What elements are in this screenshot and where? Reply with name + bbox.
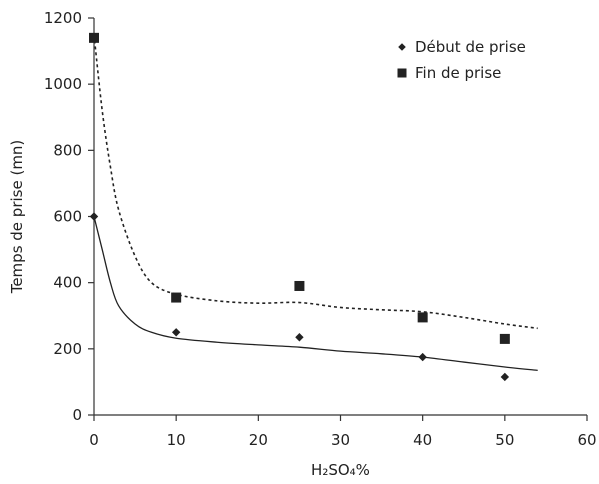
- fin-de-prise-point: [499, 333, 510, 344]
- debut-de-prise-point: [418, 352, 427, 362]
- x-axis-title: H₂SO₄%: [311, 461, 370, 479]
- fin-de-prise-point: [294, 280, 305, 291]
- x-tick-label: 30: [331, 431, 350, 449]
- legend: Début de prise Fin de prise: [397, 38, 526, 82]
- legend-fin-de-prise-label: Fin de prise: [415, 64, 501, 82]
- fin-de-prise-point: [417, 312, 428, 323]
- x-tick-label: 10: [167, 431, 186, 449]
- x-tick-label: 50: [495, 431, 514, 449]
- fin-de-prise-point: [171, 292, 182, 303]
- debut-de-prise-point: [89, 212, 99, 221]
- plot-frame: [93, 18, 587, 416]
- debut-de-prise-point: [500, 372, 510, 382]
- debut-de-prise-trend-line: [93, 216, 538, 371]
- fin-de-prise-point: [89, 32, 99, 43]
- legend-debut-de-prise-marker: [398, 43, 406, 51]
- y-tick-label: 600: [53, 208, 82, 226]
- y-axis-title: Temps de prise (mn): [8, 140, 26, 295]
- y-tick-label: 1000: [44, 75, 82, 93]
- y-tick-label: 0: [72, 406, 82, 424]
- legend-fin-de-prise-marker: [397, 68, 407, 78]
- x-tick-label: 20: [249, 431, 268, 449]
- y-tick-label: 800: [53, 141, 82, 159]
- x-tick-label: 0: [89, 431, 99, 449]
- debut-de-prise-point: [171, 328, 181, 337]
- y-tick-label: 1200: [44, 9, 82, 27]
- legend-debut-de-prise-label: Début de prise: [415, 38, 526, 56]
- x-tick-label: 40: [413, 431, 432, 449]
- fin-de-prise-trend-line: [93, 34, 538, 330]
- x-tick-label: 60: [577, 431, 596, 449]
- y-tick-label: 200: [53, 340, 82, 358]
- y-axis-ticks: 0 200 400 600 800 1000 1200: [44, 9, 94, 424]
- trend-lines: [93, 34, 538, 371]
- data-markers: [89, 32, 510, 382]
- x-axis-ticks: 0 10 20 30 40 50 60: [89, 415, 597, 449]
- y-tick-label: 400: [53, 274, 82, 292]
- debut-de-prise-point: [295, 333, 304, 342]
